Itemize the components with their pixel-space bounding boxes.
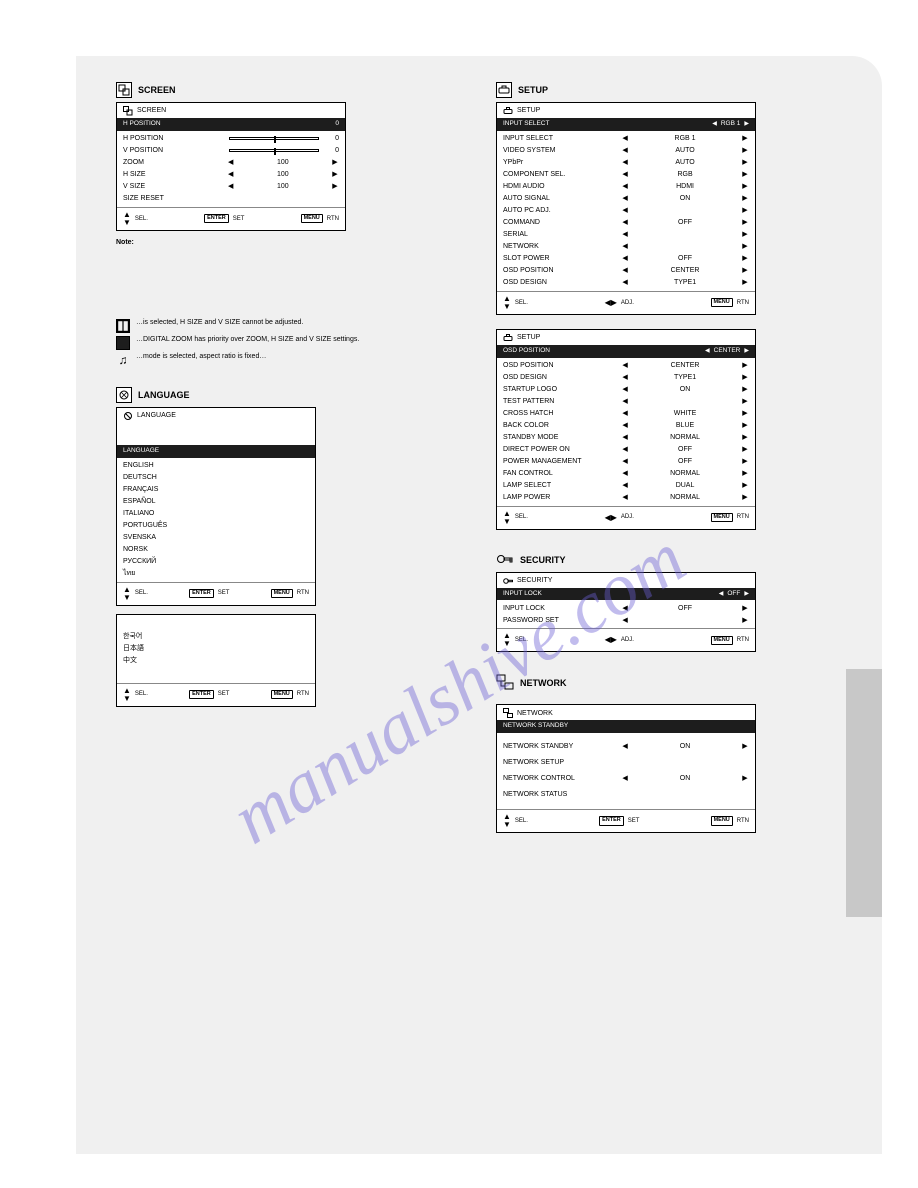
osd-row[interactable]: YPbPr◀AUTO▶ [503, 157, 749, 169]
osd-row[interactable]: BACK COLOR◀BLUE▶ [503, 420, 749, 432]
osd-row[interactable]: OSD DESIGN◀TYPE1▶ [503, 372, 749, 384]
language-option[interactable]: PORTUGUÊS [123, 520, 309, 532]
osd-row[interactable]: STARTUP LOGO◀ON▶ [503, 384, 749, 396]
enter-button[interactable]: ENTER [204, 214, 229, 223]
osd-language-1: LANGUAGE LANGUAGE ENGLISHDEUTSCHFRANÇAIS… [116, 407, 316, 606]
osd-row[interactable]: SLOT POWER◀OFF▶ [503, 253, 749, 265]
menu-button[interactable]: MENU [711, 513, 733, 522]
osd-row[interactable]: INPUT LOCK◀OFF▶ [503, 602, 749, 614]
osd-row[interactable]: NETWORK CONTROL◀ON▶ [503, 771, 749, 787]
network-icon [496, 674, 514, 692]
osd-row[interactable]: POWER MANAGEMENT◀OFF▶ [503, 456, 749, 468]
menu-button[interactable]: MENU [301, 214, 323, 223]
osd-network: NETWORK NETWORK STANDBY NETWORK STANDBY◀… [496, 704, 756, 833]
osd-row[interactable]: DIRECT POWER ON◀OFF▶ [503, 444, 749, 456]
osd-header-right: 0 [335, 120, 339, 129]
osd-row[interactable]: NETWORK◀▶ [503, 241, 749, 253]
osd-row[interactable]: OSD DESIGN◀TYPE1▶ [503, 277, 749, 289]
language-option[interactable]: 日本語 [123, 643, 309, 655]
osd-setup-1: SETUP INPUT SELECT RGB 1 INPUT SELECT◀RG… [496, 102, 756, 315]
osd-row[interactable]: COMMAND◀OFF▶ [503, 217, 749, 229]
osd-screen: SCREEN H POSITION 0 H POSITION 0V POSITI… [116, 102, 346, 231]
section-title: NETWORK [520, 678, 567, 688]
section-title: LANGUAGE [138, 390, 190, 400]
split-icon [116, 319, 130, 333]
language-option[interactable]: SVENSKA [123, 532, 309, 544]
section-heading-screen: SCREEN [116, 82, 458, 98]
osd-row[interactable]: OSD POSITION◀CENTER▶ [503, 360, 749, 372]
language-option[interactable]: ESPAÑOL [123, 496, 309, 508]
osd-row[interactable]: PASSWORD SET◀▶ [503, 614, 749, 626]
osd-row[interactable]: VIDEO SYSTEM◀AUTO▶ [503, 145, 749, 157]
content-area: SCREEN SCREEN H POSITION 0 H POSITION 0V… [76, 56, 882, 1154]
section-title: SCREEN [138, 85, 176, 95]
menu-button[interactable]: MENU [271, 690, 293, 699]
setup-icon [496, 82, 512, 98]
osd-row[interactable]: OSD POSITION◀CENTER▶ [503, 265, 749, 277]
security-icon [496, 552, 514, 568]
language-option[interactable]: 한국어 [123, 631, 309, 643]
osd-row[interactable]: AUTO PC ADJ.◀▶ [503, 205, 749, 217]
screen-icon [116, 82, 132, 98]
screen-notes: Note: …is selected, H SIZE and V SIZE ca… [116, 239, 458, 367]
side-tab [846, 669, 882, 917]
music-icon: ♫ [116, 353, 130, 367]
osd-header-left: H POSITION [123, 120, 161, 129]
osd-row[interactable]: LAMP POWER◀NORMAL▶ [503, 492, 749, 504]
osd-row[interactable]: V SIZE◀100▶ [123, 181, 339, 193]
language-option[interactable]: ITALIANO [123, 508, 309, 520]
menu-button[interactable]: MENU [711, 298, 733, 307]
section-heading-security: SECURITY [496, 552, 838, 568]
osd-row[interactable]: H SIZE◀100▶ [123, 169, 339, 181]
enter-button[interactable]: ENTER [189, 690, 214, 699]
osd-row[interactable]: ZOOM◀100▶ [123, 157, 339, 169]
osd-row[interactable]: NETWORK STANDBY◀ON▶ [503, 739, 749, 755]
osd-security: SECURITY INPUT LOCK OFF INPUT LOCK◀OFF▶P… [496, 572, 756, 653]
enter-button[interactable]: ENTER [599, 816, 624, 825]
section-heading-setup: SETUP [496, 82, 838, 98]
osd-title: SETUP [517, 106, 540, 115]
osd-language-2: 한국어日本語中文 ▲▼SEL. ENTERSET MENURTN [116, 614, 316, 707]
osd-row[interactable]: STANDBY MODE◀NORMAL▶ [503, 432, 749, 444]
osd-title: LANGUAGE [137, 411, 176, 420]
osd-title: SCREEN [137, 106, 166, 115]
section-title: SETUP [518, 85, 548, 95]
osd-title: SECURITY [517, 576, 552, 585]
menu-button[interactable]: MENU [711, 816, 733, 825]
osd-row[interactable]: TEST PATTERN◀▶ [503, 396, 749, 408]
language-option[interactable]: ไทย [123, 568, 309, 580]
osd-row[interactable]: H POSITION 0 [123, 133, 339, 145]
osd-row[interactable]: AUTO SIGNAL◀ON▶ [503, 193, 749, 205]
osd-setup-2: SETUP OSD POSITION CENTER OSD POSITION◀C… [496, 329, 756, 530]
osd-row[interactable]: SERIAL◀▶ [503, 229, 749, 241]
language-option[interactable]: 中文 [123, 655, 309, 667]
language-option[interactable]: РУССКИЙ [123, 556, 309, 568]
manual-page: SCREEN SCREEN H POSITION 0 H POSITION 0V… [0, 0, 918, 1188]
osd-row[interactable]: CROSS HATCH◀WHITE▶ [503, 408, 749, 420]
osd-title: SETUP [517, 333, 540, 342]
osd-row[interactable]: HDMI AUDIO◀HDMI▶ [503, 181, 749, 193]
osd-row[interactable]: FAN CONTROL◀NORMAL▶ [503, 468, 749, 480]
osd-row[interactable]: V POSITION 0 [123, 145, 339, 157]
enter-button[interactable]: ENTER [189, 589, 214, 598]
language-option[interactable]: FRANÇAIS [123, 484, 309, 496]
osd-row[interactable]: NETWORK STATUS [503, 787, 749, 803]
section-heading-language: LANGUAGE [116, 387, 458, 403]
menu-button[interactable]: MENU [711, 636, 733, 645]
osd-row[interactable]: SIZE RESET [123, 193, 339, 205]
section-heading-network: NETWORK [496, 674, 838, 692]
language-option[interactable]: NORSK [123, 544, 309, 556]
osd-title: NETWORK [517, 709, 553, 718]
language-icon [116, 387, 132, 403]
section-title: SECURITY [520, 555, 566, 565]
language-option[interactable]: ENGLISH [123, 460, 309, 472]
osd-row[interactable]: LAMP SELECT◀DUAL▶ [503, 480, 749, 492]
menu-button[interactable]: MENU [271, 589, 293, 598]
zoom-icon [116, 336, 130, 350]
osd-row[interactable]: INPUT SELECT◀RGB 1▶ [503, 133, 749, 145]
language-option[interactable]: DEUTSCH [123, 472, 309, 484]
osd-row[interactable]: NETWORK SETUP [503, 755, 749, 771]
osd-row[interactable]: COMPONENT SEL.◀RGB▶ [503, 169, 749, 181]
